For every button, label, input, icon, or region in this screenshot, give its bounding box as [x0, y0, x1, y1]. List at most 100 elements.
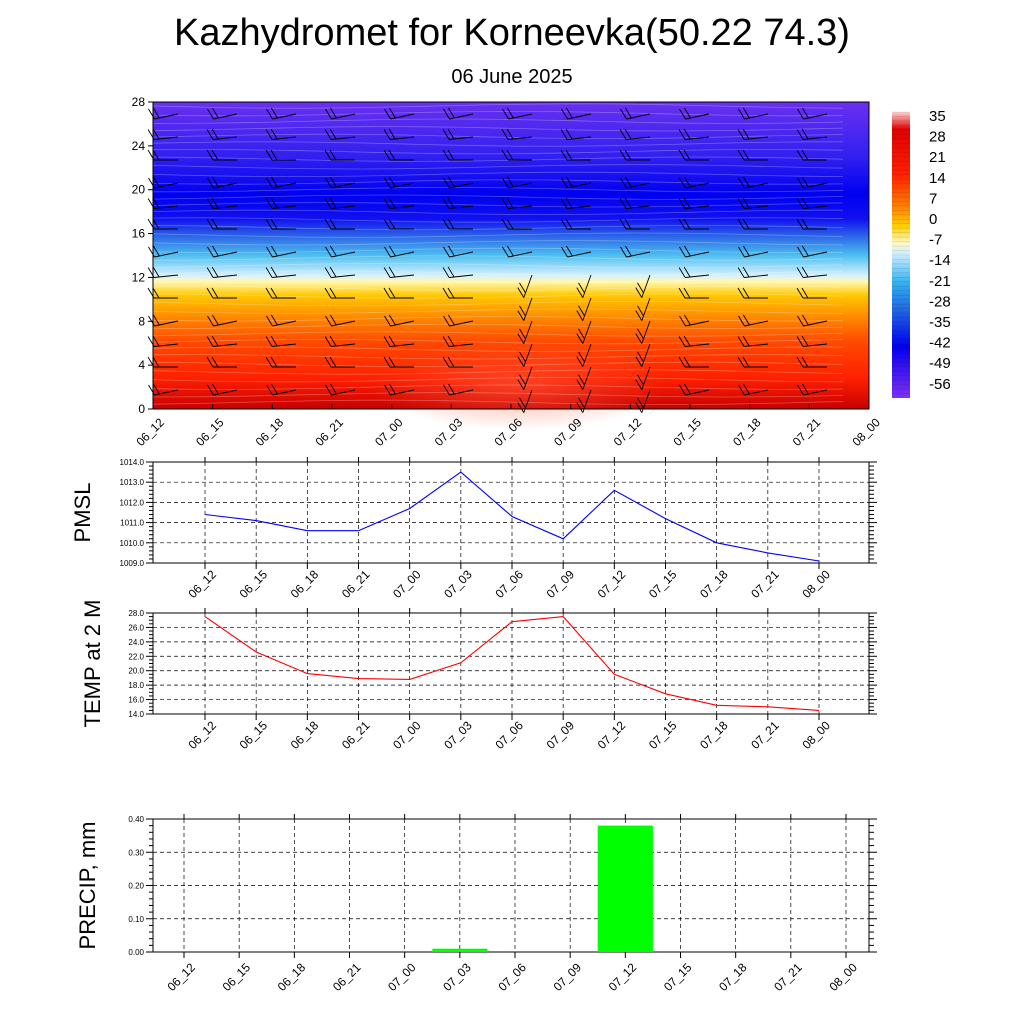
- wind-barb: [266, 176, 297, 189]
- wind-barb: [265, 149, 296, 161]
- wind-barb: [206, 197, 238, 209]
- wind-barb: [442, 128, 474, 140]
- colorbar-label: 21: [929, 149, 946, 166]
- wind-barb: [384, 245, 415, 258]
- wind-barb: [324, 218, 355, 230]
- y-tick-label: 26.0: [128, 623, 144, 632]
- wind-barb: [501, 128, 533, 140]
- wind-barb: [324, 128, 356, 140]
- contour-line: [152, 179, 844, 185]
- contour-line: [152, 339, 844, 345]
- contour-line: [152, 361, 844, 368]
- wind-barb: [501, 197, 533, 209]
- wind-barb: [678, 149, 709, 161]
- wind-barb: [738, 314, 769, 327]
- wind-barb: [576, 343, 592, 367]
- wind-barb: [265, 197, 297, 209]
- wind-barb: [443, 314, 474, 327]
- x-tick-label: 08_00: [826, 960, 860, 994]
- wind-barb: [325, 176, 356, 189]
- wind-barb: [679, 107, 710, 120]
- x-tick-label: 07_15: [646, 718, 680, 752]
- x-tick-label: 07_09: [544, 718, 578, 752]
- wind-barb: [442, 287, 473, 299]
- wind-barb: [678, 266, 710, 278]
- contour-line: [152, 209, 843, 216]
- wind-barb: [737, 287, 768, 299]
- x-tick-label: 07_18: [716, 960, 750, 994]
- x-tick-label: 07_00: [390, 567, 424, 601]
- wind-barb: [517, 320, 533, 344]
- wind-barb: [206, 335, 238, 347]
- colorbar-label: -28: [929, 293, 951, 310]
- x-tick-label: 07_18: [730, 415, 764, 449]
- x-tick-label: 07_21: [790, 415, 824, 449]
- wind-barb: [619, 197, 651, 209]
- contour-line: [152, 308, 844, 314]
- wind-barb: [679, 383, 710, 396]
- contour-line: [152, 149, 844, 155]
- y-tick-label: 16.0: [128, 696, 144, 705]
- x-tick-label: 08_00: [799, 718, 833, 752]
- wind-barb: [442, 335, 474, 347]
- contour-lines: [152, 103, 844, 406]
- x-tick-label: 07_12: [595, 567, 629, 601]
- y-axis-label: PRECIP, mm: [75, 822, 100, 950]
- pmsl-panel: 1009.0 1010.0 1011.0 1012.0 1013.0 1014.0 06_1…: [70, 457, 877, 601]
- plot-frame: [152, 612, 870, 715]
- y-tick-label: 24.0: [128, 638, 144, 647]
- wind-barb: [576, 320, 592, 344]
- contour-line: [152, 376, 844, 383]
- y-tick-label: 1012.0: [120, 498, 145, 507]
- chart-subtitle: 06 June 2025: [451, 66, 573, 88]
- wind-barb: [502, 176, 533, 189]
- wind-barb: [796, 335, 828, 347]
- wind-barb: [442, 149, 473, 161]
- x-tick-label: 06_18: [275, 960, 309, 994]
- wind-barb: [265, 335, 297, 347]
- contour-line: [152, 255, 844, 261]
- x-tick-label: 06_21: [330, 960, 364, 994]
- colorbar-labels: 35 28 21 14 7 0 -7 -14 -21 -28 -35 -42 -49 -56: [929, 108, 951, 393]
- y-tick-label: 8: [138, 314, 145, 328]
- wind-barb: [383, 149, 414, 161]
- warm-region: [370, 340, 670, 430]
- contour-line: [152, 164, 844, 170]
- precip-panel: 0.00 0.10 0.20 0.30 0.40 06_12 06_15 06_18 06_21…: [75, 814, 877, 994]
- contour-line: [152, 194, 844, 200]
- wind-barb: [796, 128, 828, 140]
- y-tick-label: 0.20: [128, 882, 144, 891]
- y-tick-label: 18.0: [128, 681, 144, 690]
- y-tick-label: 22.0: [128, 652, 144, 661]
- x-tick-label: 07_12: [611, 415, 645, 449]
- wind-barb: [207, 383, 238, 396]
- wind-barb: [796, 197, 828, 209]
- wind-barb: [561, 176, 592, 189]
- wind-barb: [442, 356, 473, 368]
- contour-line: [152, 316, 844, 322]
- contour-line: [152, 262, 844, 269]
- wind-barb: [796, 218, 827, 230]
- x-tick-label: 06_12: [164, 960, 198, 994]
- wind-barb: [560, 197, 592, 209]
- colorbar-label: -35: [929, 314, 951, 331]
- wind-barb: [678, 356, 709, 368]
- wind-barb: [206, 149, 237, 161]
- wind-barb: [737, 335, 769, 347]
- wind-barb: [796, 149, 827, 161]
- x-tick-label: 06_18: [253, 415, 287, 449]
- wind-barb: [325, 314, 356, 327]
- y-tick-label: 12: [132, 270, 146, 284]
- contour-line: [152, 399, 844, 406]
- wind-barb: [635, 366, 651, 390]
- wind-barb: [678, 128, 710, 140]
- x-tick-label: 06_18: [288, 718, 322, 752]
- x-tick-label: 06_15: [193, 415, 227, 449]
- contour-line: [152, 126, 844, 132]
- wind-barb: [207, 245, 238, 258]
- wind-barb: [679, 314, 710, 327]
- wind-barb: [737, 128, 769, 140]
- contour-line: [152, 278, 843, 284]
- wind-barb: [443, 107, 474, 120]
- contour-line: [152, 217, 844, 223]
